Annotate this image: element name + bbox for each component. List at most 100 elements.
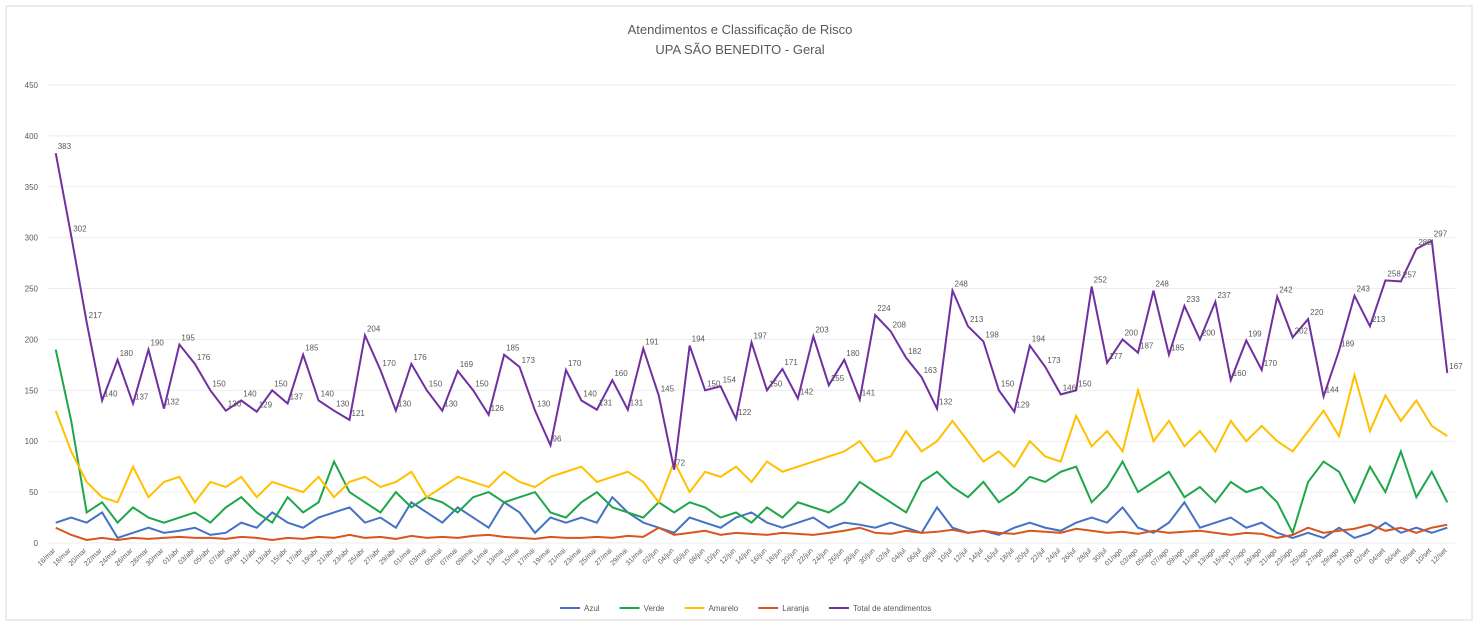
- data-label: 213: [970, 315, 984, 324]
- data-label: 150: [1001, 379, 1015, 388]
- data-label: 72: [676, 459, 685, 468]
- data-label: 150: [1078, 379, 1092, 388]
- data-label: 258: [1387, 269, 1401, 278]
- legend-label: Azul: [584, 604, 600, 613]
- data-label: 237: [1217, 291, 1231, 300]
- data-label: 126: [491, 404, 505, 413]
- series-line: [55, 495, 1448, 540]
- chart-title: Atendimentos e Classificação de Risco: [628, 22, 853, 37]
- data-label: 383: [58, 142, 72, 151]
- y-tick-label: 0: [34, 539, 39, 548]
- data-label: 200: [1202, 328, 1216, 337]
- data-label: 252: [1094, 276, 1108, 285]
- series-line: [54, 349, 1449, 536]
- data-label: 140: [104, 390, 118, 399]
- data-label: 130: [537, 400, 551, 409]
- data-label: 142: [800, 387, 814, 396]
- data-label: 224: [877, 304, 891, 313]
- data-label: 144: [1326, 385, 1340, 394]
- data-label: 131: [630, 399, 644, 408]
- data-label: 121: [352, 409, 366, 418]
- data-label: 146: [1063, 383, 1077, 392]
- data-label: 141: [862, 388, 876, 397]
- data-label: 140: [583, 390, 597, 399]
- data-label: 150: [769, 379, 783, 388]
- data-label: 190: [151, 339, 165, 348]
- data-label: 150: [429, 379, 443, 388]
- series-line: [54, 153, 1449, 470]
- data-label: 194: [692, 335, 706, 344]
- data-label: 122: [738, 408, 752, 417]
- data-label: 170: [382, 359, 396, 368]
- data-label: 180: [120, 349, 134, 358]
- data-label: 199: [1248, 329, 1262, 338]
- data-label: 202: [1295, 326, 1309, 335]
- y-tick-label: 250: [25, 285, 39, 294]
- data-label: 198: [985, 330, 999, 339]
- data-label: 150: [475, 379, 489, 388]
- legend-label: Verde: [644, 604, 665, 613]
- data-label: 173: [522, 356, 536, 365]
- data-label: 170: [1264, 359, 1278, 368]
- y-tick-label: 50: [29, 488, 38, 497]
- data-label: 170: [568, 359, 582, 368]
- data-label: 96: [553, 434, 562, 443]
- chart-subtitle: UPA SÃO BENEDITO - Geral: [655, 42, 824, 57]
- data-label: 150: [212, 379, 226, 388]
- data-label: 220: [1310, 308, 1324, 317]
- y-tick-label: 150: [25, 386, 39, 395]
- data-label: 176: [197, 353, 211, 362]
- data-label: 171: [784, 358, 798, 367]
- data-label: 169: [460, 360, 474, 369]
- data-label: 185: [1171, 344, 1185, 353]
- legend-label: Amarelo: [708, 604, 738, 613]
- data-label: 132: [939, 398, 953, 407]
- data-label: 131: [599, 399, 613, 408]
- data-label: 140: [321, 390, 335, 399]
- chart-border: [5, 5, 1473, 621]
- data-label: 248: [1156, 280, 1170, 289]
- data-label: 176: [413, 353, 427, 362]
- data-label: 203: [815, 325, 829, 334]
- legend-label: Total de atendimentos: [853, 604, 931, 613]
- data-label: 140: [243, 390, 257, 399]
- data-label: 213: [1372, 315, 1386, 324]
- data-label: 130: [398, 400, 412, 409]
- data-label: 195: [181, 334, 195, 343]
- data-label: 155: [831, 374, 845, 383]
- y-tick-label: 350: [25, 183, 39, 192]
- data-label: 173: [1047, 356, 1061, 365]
- y-tick-label: 200: [25, 335, 39, 344]
- data-label: 150: [274, 379, 288, 388]
- data-label: 150: [707, 379, 721, 388]
- data-label: 154: [723, 375, 737, 384]
- data-label: 160: [614, 369, 628, 378]
- data-label: 182: [908, 347, 922, 356]
- data-label: 160: [1233, 369, 1247, 378]
- data-label: 187: [1140, 342, 1154, 351]
- data-label: 289: [1418, 238, 1432, 247]
- data-label: 185: [305, 344, 319, 353]
- data-label: 137: [290, 393, 304, 402]
- series-line: [55, 523, 1448, 541]
- data-label: 194: [1032, 335, 1046, 344]
- data-label: 129: [1016, 401, 1030, 410]
- data-label: 185: [506, 344, 520, 353]
- data-label: 132: [166, 398, 180, 407]
- y-tick-label: 300: [25, 234, 39, 243]
- data-label: 129: [259, 401, 273, 410]
- legend: Azul Verde Amarelo Laranja Total de atendime…: [560, 604, 931, 613]
- y-tick-label: 400: [25, 132, 39, 141]
- data-label: 180: [846, 349, 860, 358]
- data-label: 197: [754, 331, 768, 340]
- data-label: 248: [955, 280, 969, 289]
- data-label: 204: [367, 324, 381, 333]
- data-label: 130: [336, 400, 350, 409]
- data-label: 217: [89, 311, 103, 320]
- data-label: 167: [1449, 362, 1463, 371]
- data-label: 130: [228, 400, 242, 409]
- data-label: 233: [1186, 295, 1200, 304]
- data-label: 177: [1109, 352, 1123, 361]
- data-label: 302: [73, 225, 87, 234]
